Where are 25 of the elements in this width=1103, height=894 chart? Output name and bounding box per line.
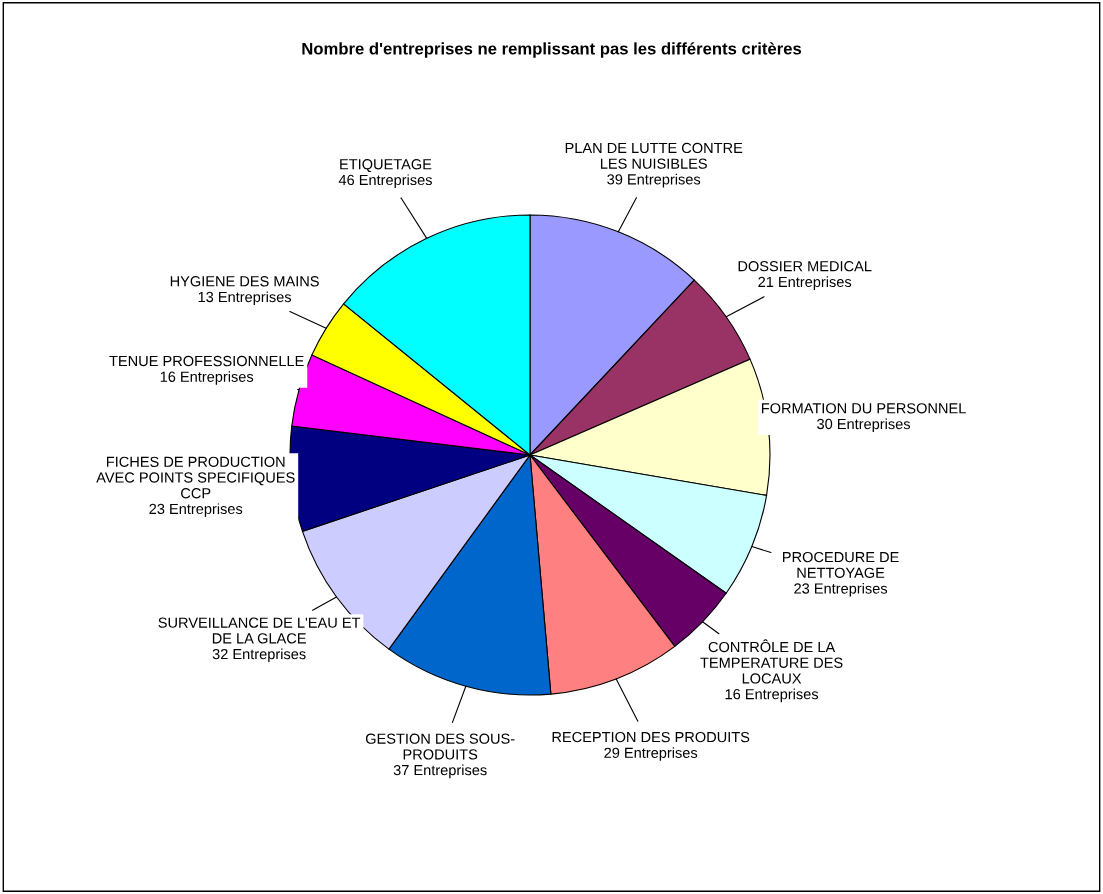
data-label: 30 Entreprises xyxy=(817,418,911,433)
data-label: 13 Entreprises xyxy=(198,291,292,306)
data-label: 23 Entreprises xyxy=(149,503,243,517)
slice-label: CONTRÔLE DE LA TEMPERATURE DES LOCAUX xyxy=(700,639,843,684)
data-label: 29 Entreprises xyxy=(604,747,698,761)
slice-label: PLAN DE LUTTE CONTRE LES NUISIBLES xyxy=(565,142,743,169)
data-label: 39 Entreprises xyxy=(607,173,701,188)
slice-label: FICHES DE PRODUCTION AVEC POINTS SPECIFIQUES CCP xyxy=(96,456,295,499)
slice-label: ETIQUETAGE xyxy=(340,159,432,173)
data-label: 32 Entreprises xyxy=(212,648,306,663)
chart-title: Nombre d'entreprises ne remplissant pas les différents critères xyxy=(302,42,802,58)
data-label: 23 Entreprises xyxy=(794,582,888,597)
data-label: 16 Entreprises xyxy=(725,688,819,703)
slice-label: HYGIENE DES MAINS xyxy=(170,276,319,287)
data-label: 16 Entreprises xyxy=(160,371,254,385)
data-label: 37 Entreprises xyxy=(393,764,487,779)
slice-label: DOSSIER MEDICAL xyxy=(738,261,872,272)
slice-label: FORMATION DU PERSONNEL xyxy=(761,403,966,414)
slice-label: TENUE PROFESSIONNELLE xyxy=(109,355,304,367)
slice-label: SURVEILLANCE DE L'EAU ET DE LA GLACE xyxy=(158,617,361,644)
slice-label: PROCEDURE DE NETTOYAGE xyxy=(783,551,899,578)
data-label: 46 Entreprises xyxy=(338,174,432,188)
slice-label: RECEPTION DES PRODUITS xyxy=(552,731,750,743)
data-label: 21 Entreprises xyxy=(758,276,852,290)
slice-label: GESTION DES SOUS- PRODUITS xyxy=(365,733,515,760)
